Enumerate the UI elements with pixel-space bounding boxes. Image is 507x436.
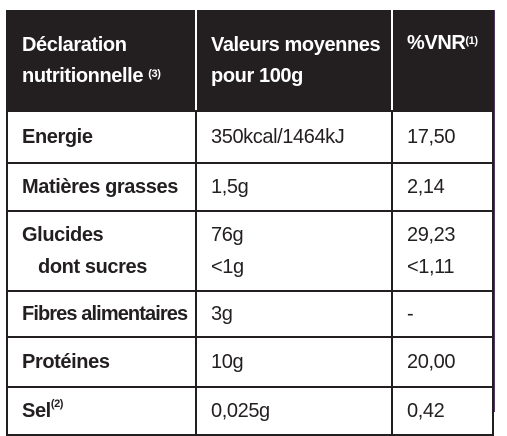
row-value: 10g [195, 336, 393, 388]
row-vnr: 0,42 [391, 386, 494, 436]
row-label: Glucides [22, 224, 104, 246]
header-declaration: Déclaration nutritionnelle (3) [6, 10, 197, 112]
table-row-proteines: Protéines 10g 20,00 [6, 336, 494, 388]
row-value-group: 76g <1g [195, 210, 393, 292]
table-row-fibres: Fibres alimentaires 3g - [6, 290, 494, 338]
row-sub-label: dont sucres [38, 256, 147, 278]
row-value: 350kcal/1464kJ [195, 110, 393, 164]
row-vnr: 29,23 [407, 224, 456, 246]
row-value: 76g [211, 224, 244, 246]
row-label: Energie [6, 110, 197, 164]
row-label: Protéines [6, 336, 197, 388]
row-label: Fibres alimentaires [6, 290, 197, 338]
purple-edge-strip [492, 10, 495, 412]
table-row-matieres-grasses: Matières grasses 1,5g 2,14 [6, 162, 494, 212]
row-vnr: - [391, 290, 494, 338]
row-sub-value: <1g [211, 256, 244, 278]
row-value: 1,5g [195, 162, 393, 212]
row-vnr: 17,50 [391, 110, 494, 164]
header-vnr-label: %VNR [407, 32, 466, 54]
row-value: 0,025g [195, 386, 393, 436]
row-vnr: 20,00 [391, 336, 494, 388]
header-average-values-line1: Valeurs moyennes [211, 34, 381, 56]
header-declaration-footnote: (3) [148, 68, 161, 80]
row-label-group: Glucides dont sucres [6, 210, 197, 292]
table-row-energie: Energie 350kcal/1464kJ 17,50 [6, 110, 494, 164]
row-vnr: 2,14 [391, 162, 494, 212]
header-vnr: %VNR(1) [391, 10, 494, 112]
header-vnr-footnote: (1) [465, 35, 478, 47]
row-label-group: Sel(2) [6, 386, 197, 436]
row-label: Matières grasses [6, 162, 197, 212]
row-sub-vnr: <1,11 [407, 256, 455, 278]
nutrition-table: Déclaration nutritionnelle (3) Valeurs m… [6, 10, 494, 436]
header-declaration-line2: nutritionnelle [22, 65, 144, 87]
row-label: Sel [22, 399, 51, 422]
table-header: Déclaration nutritionnelle (3) Valeurs m… [6, 10, 494, 112]
header-declaration-line1: Déclaration [22, 34, 127, 56]
table-row-glucides: Glucides dont sucres 76g <1g 29,23 <1,11 [6, 210, 494, 292]
row-label-footnote: (2) [50, 397, 64, 410]
row-vnr-group: 29,23 <1,11 [391, 210, 494, 292]
table-row-sel: Sel(2) 0,025g 0,42 [6, 386, 494, 436]
header-average-values: Valeurs moyennes pour 100g [195, 10, 393, 112]
header-average-values-line2: pour 100g [211, 65, 303, 87]
row-value: 3g [195, 290, 393, 338]
